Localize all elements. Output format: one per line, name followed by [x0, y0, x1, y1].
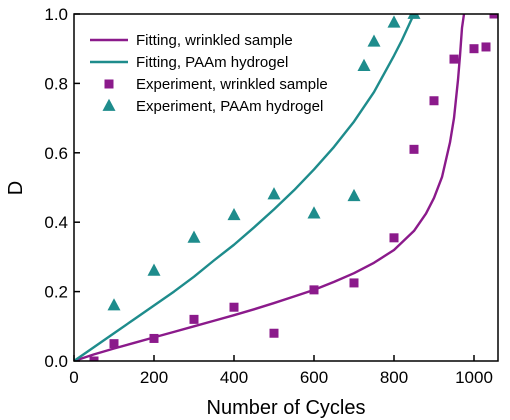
x-tick-label: 1000	[455, 368, 493, 387]
fit-line-wrinkled-sample	[74, 14, 466, 361]
legend-item: Experiment, PAAm hydrogel	[102, 98, 323, 115]
legend: Fitting, wrinkled sample Fitting, PAAm hy…	[90, 32, 328, 115]
plot-frame	[73, 13, 499, 362]
y-tick-label: 0.2	[44, 283, 68, 302]
data-point-wrinkled-sample	[109, 339, 119, 349]
data-point-wrinkled-sample	[89, 356, 99, 361]
y-tick-label: 0.6	[44, 144, 68, 163]
data-point-wrinkled-sample	[489, 14, 498, 19]
data-point-wrinkled-sample	[349, 278, 359, 288]
data-point-wrinkled-sample	[269, 328, 279, 338]
x-tick-label: 800	[380, 368, 408, 387]
data-point-paam-hydrogel	[267, 187, 281, 200]
data-point-paam-hydrogel	[307, 206, 321, 219]
data-point-wrinkled-sample	[469, 44, 479, 54]
x-tick-label: 0	[69, 368, 78, 387]
data-point-paam-hydrogel	[147, 263, 161, 276]
legend-triangle-swatch	[102, 98, 116, 111]
y-tick-label: 0.8	[44, 74, 68, 93]
legend-item: Fitting, wrinkled sample	[90, 32, 293, 49]
data-point-paam-hydrogel	[187, 230, 201, 243]
data-point-paam-hydrogel	[227, 208, 241, 221]
data-point-wrinkled-sample	[481, 42, 491, 52]
x-tick-label: 600	[300, 368, 328, 387]
legend-label: Experiment, PAAm hydrogel	[136, 98, 323, 115]
data-point-wrinkled-sample	[429, 96, 439, 106]
legend-square-swatch	[104, 79, 114, 89]
data-point-wrinkled-sample	[409, 144, 419, 154]
plot-area-series	[74, 14, 498, 361]
legend-label: Fitting, PAAm hydrogel	[136, 54, 288, 71]
data-point-paam-hydrogel	[367, 34, 381, 47]
data-point-paam-hydrogel	[107, 298, 121, 311]
legend-item: Fitting, PAAm hydrogel	[90, 54, 288, 71]
data-point-wrinkled-sample	[309, 285, 319, 295]
y-tick-label: 1.0	[44, 5, 68, 24]
y-tick-label: 0.4	[44, 213, 68, 232]
data-point-paam-hydrogel	[387, 15, 401, 28]
fit-line-paam-hydrogel	[74, 14, 416, 361]
legend-label: Experiment, wrinkled sample	[136, 76, 328, 93]
data-point-wrinkled-sample	[229, 302, 239, 312]
data-point-paam-hydrogel	[347, 188, 361, 202]
legend-item: Experiment, wrinkled sample	[104, 76, 328, 93]
data-point-wrinkled-sample	[449, 54, 459, 64]
data-point-wrinkled-sample	[189, 314, 199, 324]
axes: 0 200 400 600 800 1000 0.0 0.2 0.4 0.6 0.8 1.0	[44, 5, 493, 387]
y-tick-label: 0.0	[44, 352, 68, 371]
data-point-paam-hydrogel	[357, 58, 371, 71]
data-point-wrinkled-sample	[389, 233, 399, 243]
x-axis-title: Number of Cycles	[207, 397, 366, 419]
x-tick-label: 200	[140, 368, 168, 387]
data-point-wrinkled-sample	[149, 333, 159, 343]
y-axis-title: D	[5, 181, 27, 195]
legend-label: Fitting, wrinkled sample	[136, 32, 293, 49]
x-tick-label: 400	[220, 368, 248, 387]
data-point-paam-hydrogel	[407, 14, 421, 19]
